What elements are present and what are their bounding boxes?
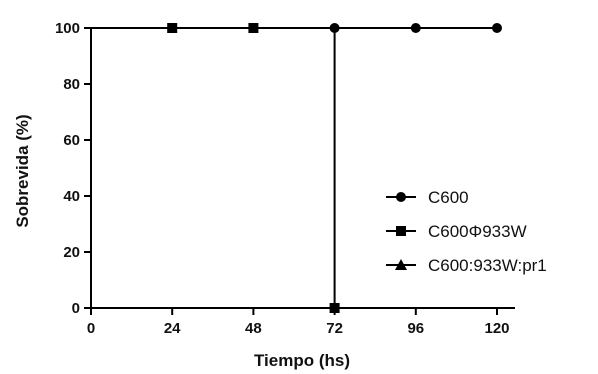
legend-label: C600: [428, 188, 469, 207]
x-tick-label: 72: [326, 320, 343, 337]
y-tick-label: 40: [63, 188, 80, 205]
y-tick-label: 0: [72, 300, 80, 317]
series-layer: [91, 23, 502, 313]
legend-marker-triangle: [395, 259, 407, 270]
data-point-square: [248, 23, 259, 33]
axes: [90, 28, 515, 309]
series-line-2: [91, 27, 336, 308]
x-axis-title: Tiempo (hs): [254, 351, 350, 370]
x-tick-label: 120: [484, 320, 509, 337]
x-tick-label: 96: [407, 320, 424, 337]
legend-marker-square: [396, 226, 406, 236]
x-tick-label: 24: [164, 320, 181, 337]
y-axis-title: Sobrevida (%): [13, 114, 32, 227]
legend-label: C600Φ933W: [428, 222, 527, 241]
data-point-square: [329, 303, 340, 313]
legend-label: C600:933W:pr1: [428, 256, 547, 275]
ticks: 0 24 48 72 96 120 0 20 40 60 80 100: [55, 20, 510, 337]
y-tick-label: 20: [63, 244, 80, 261]
x-tick-label: 0: [87, 320, 95, 337]
y-tick-label: 60: [63, 132, 80, 149]
data-point-circle: [410, 23, 421, 33]
y-tick-label: 80: [63, 76, 80, 93]
data-point-square: [167, 23, 178, 33]
x-tick-label: 48: [245, 320, 262, 337]
data-point-circle: [329, 23, 340, 33]
y-tick-label: 100: [55, 20, 80, 37]
legend-marker-circle: [396, 192, 406, 202]
legend: C600 C600Φ933W C600:933W:pr1: [386, 188, 547, 275]
data-point-circle: [492, 23, 502, 33]
